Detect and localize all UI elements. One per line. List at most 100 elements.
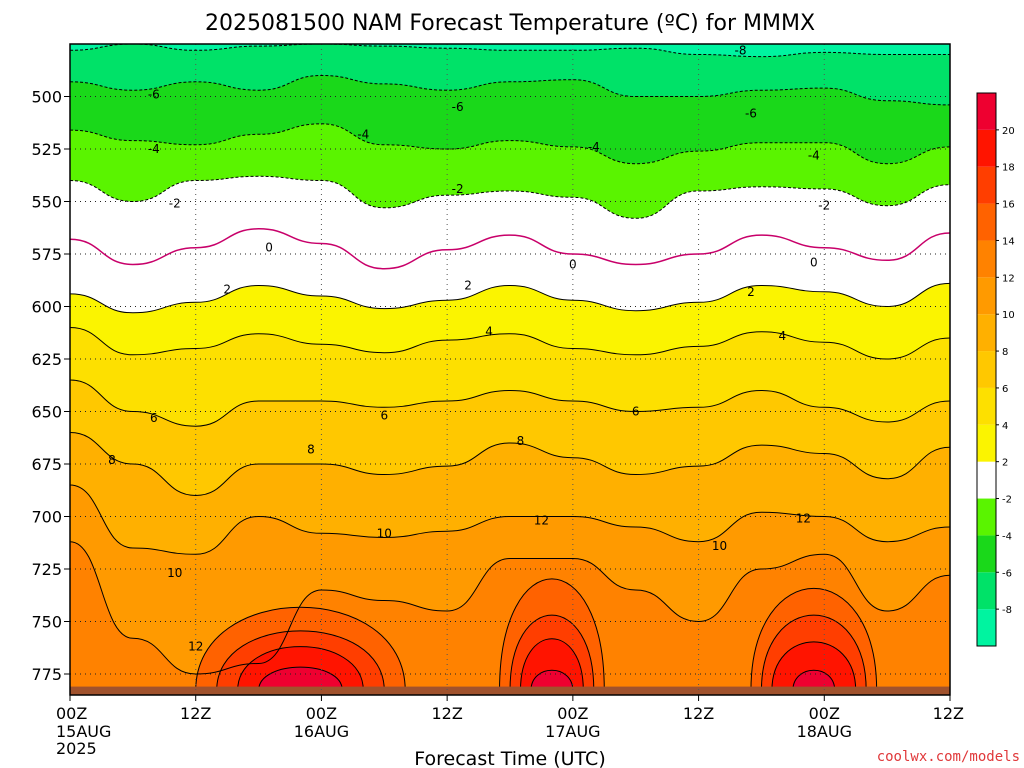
x-tick-label: 12Z [431,704,462,723]
contour-label: 2 [747,285,755,299]
colorbar-label: 16 [1002,200,1015,211]
x-tick-label: 00Z [56,704,87,723]
x-axis-label: Forecast Time (UTC) [414,748,605,768]
colorbar-label: -6 [1002,568,1012,579]
colorbar-swatch [977,203,996,241]
x-tick-date: 18AUG [797,722,852,741]
contour-label: 6 [150,411,158,425]
colorbar-swatch [977,166,996,204]
colorbar: -8 -6 -4 -2 2 4 6 8 10 12 14 16 18 20 [976,92,1015,647]
contour-label: 8 [108,453,116,467]
contour-label: -8 [734,43,746,57]
x-tick-label: 00Z [557,704,588,723]
y-tick-label: 725 [31,560,62,579]
colorbar-label: -4 [1002,531,1012,542]
colorbar-label: 14 [1002,236,1015,247]
colorbar-label: 4 [1002,421,1008,432]
contour-label: 12 [534,514,549,528]
contour-line [70,44,950,58]
colorbar-label: -2 [1002,495,1012,506]
contour-label: -4 [357,127,369,141]
contour-label: 0 [265,241,273,255]
contour-line [70,379,950,427]
y-tick-label: 500 [31,88,62,107]
x-tick-label: 12Z [933,704,964,723]
credit-text: coolwx.com/models [877,749,1020,765]
y-tick-label: 675 [31,455,62,474]
y-axis: 500 525 550 575 600 625 650 675 700 725 750 775 [31,88,70,684]
x-tick-year: 2025 [56,739,97,758]
contour-label: 0 [810,255,818,269]
contour-line [70,123,950,165]
colorbar-swatch [977,314,996,352]
y-tick-label: 650 [31,403,62,422]
colorbar-label: -8 [1002,605,1012,616]
colorbar-swatch [977,424,996,462]
colorbar-swatch [977,572,996,610]
x-tick-label: 12Z [180,704,211,723]
contour-label: 8 [517,434,525,448]
colorbar-label: 12 [1002,273,1015,284]
colorbar-label: 20 [1002,126,1015,137]
contour-line [70,484,950,555]
colorbar-label: 10 [1002,310,1015,321]
contour-line [70,228,950,270]
colorbar-swatch [977,129,996,167]
contour-label: -4 [808,148,820,162]
colorbar-swatch [977,461,996,499]
colorbar-swatch [977,387,996,425]
y-tick-label: 700 [31,508,62,527]
colorbar-swatch [977,535,996,573]
colorbar-swatch [977,93,996,130]
contour-line [70,74,950,106]
contour-label: 10 [167,566,182,580]
colorbar-swatch [977,277,996,315]
x-tick-date: 15AUG [56,722,111,741]
warm-core-band [771,641,857,692]
y-tick-label: 575 [31,245,62,264]
colorbar-swatch [977,351,996,388]
contour-label: 0 [569,258,577,272]
contour-label: -6 [148,87,160,101]
plot-area [70,44,950,695]
chart-title: 2025081500 NAM Forecast Temperature (ºC)… [205,11,815,36]
contour-label: 4 [485,325,493,339]
y-tick-label: 750 [31,613,62,632]
ground-strip [70,686,950,695]
contour-label: 10 [712,539,727,553]
contour-label: -6 [452,100,464,114]
colorbar-frame [976,92,997,647]
y-tick-label: 625 [31,350,62,369]
colorbar-label: 6 [1002,384,1008,395]
contour-line [70,432,950,497]
y-tick-label: 525 [31,140,62,159]
contour-label: 6 [380,409,388,423]
x-tick-label: 00Z [809,704,840,723]
contour-label: -2 [452,182,464,196]
contour-line [70,282,950,314]
contour-label: -6 [745,106,757,120]
colorbar-label: 2 [1002,458,1008,469]
contour-label: -2 [169,197,181,211]
contour-label: -4 [148,142,160,156]
x-tick-label: 00Z [306,704,337,723]
y-tick-label: 775 [31,665,62,684]
y-tick-label: 600 [31,298,62,317]
colorbar-swatch [977,498,996,536]
contour-line [70,327,950,360]
contour-label: 12 [188,640,203,654]
contour-labels: -8 -6 -6 -6 -4 -4 -4 -4 -2 -2 -2 0 0 0 2 2 2 4 4 6 6 6 8 8 8 10 10… [108,43,830,653]
contour-label: 8 [307,442,315,456]
contour-label: 2 [223,283,231,297]
contour-label: -2 [818,199,830,213]
contour-label: 6 [632,405,640,419]
contour-label: 4 [779,329,787,343]
contour-line [70,541,950,675]
plot-frame [69,43,951,696]
colorbar-label: 8 [1002,347,1008,358]
x-tick-date: 16AUG [294,722,349,741]
contour-lines [70,44,950,675]
y-tick-label: 550 [31,193,62,212]
